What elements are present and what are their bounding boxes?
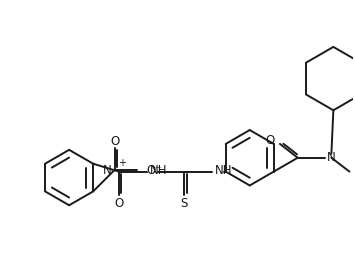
Text: NH: NH [149,164,167,177]
Text: S: S [180,197,188,210]
Text: N: N [327,151,335,164]
Text: O⁻: O⁻ [147,164,162,177]
Text: O: O [266,134,275,147]
Text: O: O [110,135,120,148]
Text: +: + [118,158,126,168]
Text: O: O [114,197,124,210]
Text: N: N [103,164,112,177]
Text: NH: NH [215,164,233,177]
